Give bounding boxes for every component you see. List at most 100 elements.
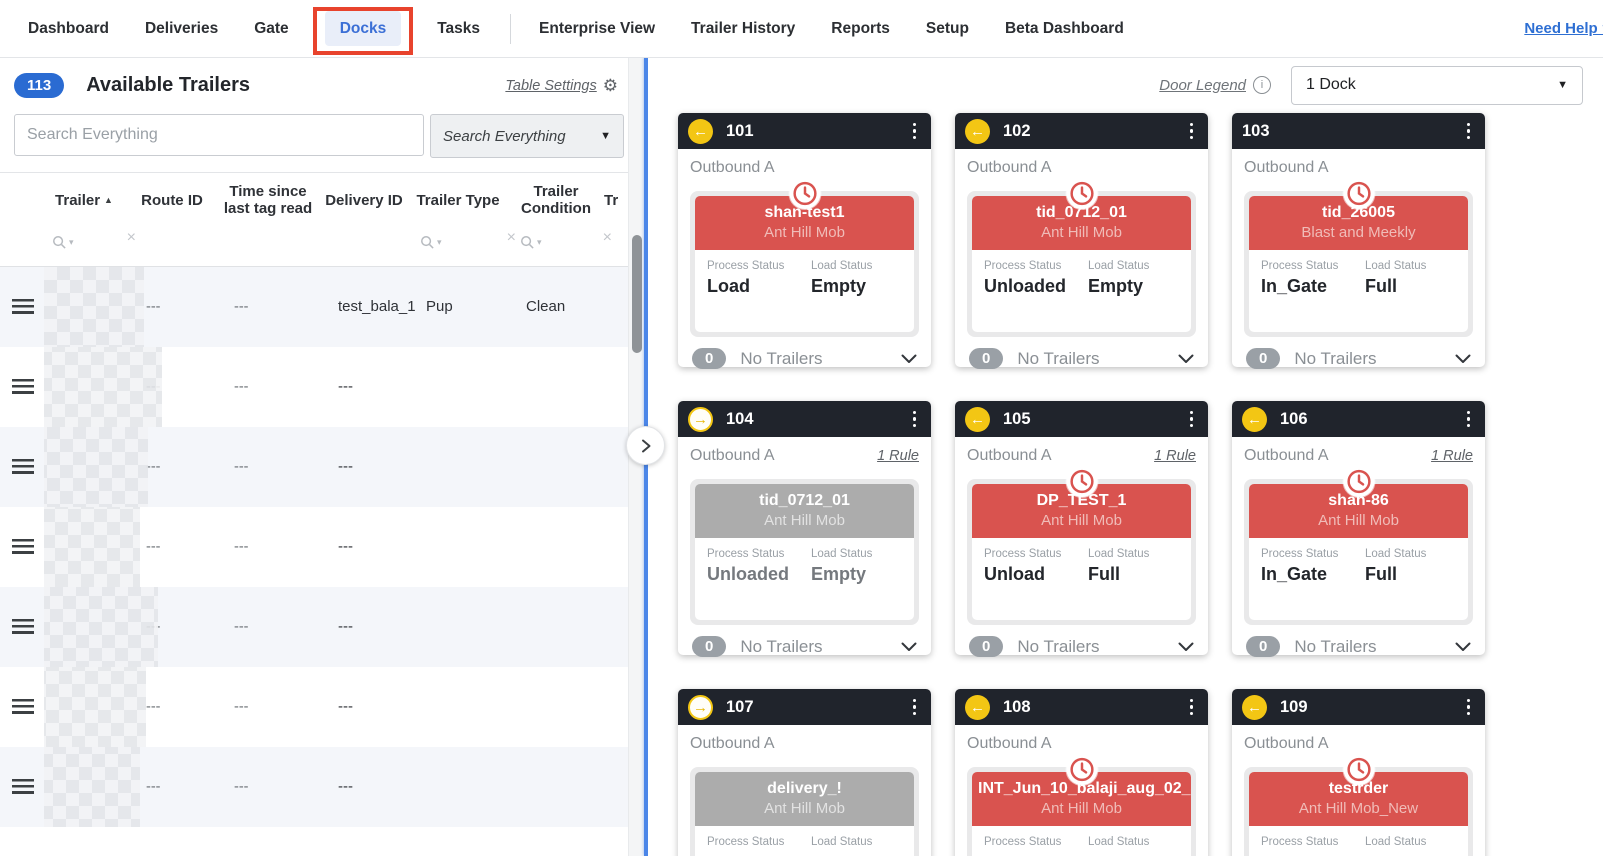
table-body: --- --- test_bala_1 Pup Clean --- --- --… [0,266,628,827]
trailer-slot[interactable]: testrder Ant Hill Mob_New Process Status… [1244,754,1473,856]
top-navigation: Dashboard Deliveries Gate Docks Tasks En… [0,0,1603,58]
nav-item-dashboard[interactable]: Dashboard [28,19,109,37]
search-scope-dropdown[interactable]: Search Everything ▼ [430,114,624,158]
dock-number: 103 [1242,121,1270,140]
kebab-menu-icon[interactable] [1464,408,1474,431]
load-status-value: Full [1364,564,1397,584]
redacted-trailer-id [44,746,140,827]
scrollbar-thumb[interactable] [632,235,642,353]
nav-item-reports[interactable]: Reports [831,19,890,37]
nav-item-beta-dashboard[interactable]: Beta Dashboard [1004,19,1124,37]
trailer-slot[interactable]: delivery_! Ant Hill Mob Process Status L… [690,767,919,856]
nav-item-enterprise-view[interactable]: Enterprise View [539,19,656,37]
drag-handle-icon[interactable] [12,459,34,474]
trailer-name: shan-86 [1328,492,1389,509]
column-header-trailer[interactable]: Trailer ▲ [55,191,113,209]
drag-handle-icon[interactable] [12,779,34,794]
kebab-menu-icon[interactable] [1464,120,1474,143]
column-header-route-id[interactable]: Route ID [141,191,203,209]
drag-handle-icon[interactable] [12,379,34,394]
chevron-down-icon[interactable] [901,642,917,652]
panel-header: 113 Available Trailers Table Settings ⚙ [0,57,628,98]
process-status-label: Process Status [1261,836,1339,848]
dock-card-header: 103 [1232,113,1485,149]
clear-filter-icon[interactable]: × [506,228,516,246]
column-header-trailer-condition[interactable]: Trailer Condition [521,183,591,218]
dock-number: 105 [1003,409,1031,428]
outbound-arrow-icon: → [688,694,713,720]
gear-icon[interactable]: ⚙ [602,75,618,95]
dock-card-body: Outbound A 1 Rule shan-86 Ant Hill Mob P… [1232,437,1485,667]
trailer-slot[interactable]: tid_0712_01 Ant Hill Mob Process Status … [690,479,919,625]
dock-filter-value: 1 Dock [1306,76,1356,93]
column-header-delivery-id[interactable]: Delivery ID [325,191,403,209]
nav-item-gate[interactable]: Gate [254,19,289,37]
nav-item-setup[interactable]: Setup [925,19,969,37]
kebab-menu-icon[interactable] [1187,696,1197,719]
expand-panel-button[interactable] [626,426,665,465]
route-id-cell: --- [146,698,161,715]
trailer-name: tid_0712_01 [759,492,850,509]
door-legend-link[interactable]: Door Legend i [1159,76,1271,94]
no-trailers-label: No Trailers [1294,636,1377,656]
no-trailers-label: No Trailers [1017,348,1100,368]
kebab-menu-icon[interactable] [1464,696,1474,719]
chevron-down-icon[interactable] [1178,642,1194,652]
trailer-slot[interactable]: shan-86 Ant Hill Mob Process Status In_G… [1244,466,1473,625]
kebab-menu-icon[interactable] [910,408,920,431]
time-since-cell: --- [234,458,249,475]
trailer-name: delivery_! [767,780,842,797]
drag-handle-icon[interactable] [12,539,34,554]
dock-rule-link[interactable]: 1 Rule [1431,448,1473,464]
table-row: --- --- --- [0,506,628,587]
clear-filter-icon[interactable]: × [602,228,612,246]
table-row: --- --- --- [0,666,628,747]
kebab-menu-icon[interactable] [910,696,920,719]
kebab-menu-icon[interactable] [910,120,920,143]
search-filter-icon[interactable]: ▾ [420,235,442,250]
trailer-slot[interactable]: DP_TEST_1 Ant Hill Mob Process Status Un… [967,466,1196,625]
process-status-label: Process Status [984,836,1062,848]
chevron-down-icon[interactable] [1178,354,1194,364]
dock-card-header: ← 105 [955,401,1208,437]
table-settings-link[interactable]: Table Settings [505,77,597,94]
nav-item-tasks[interactable]: Tasks [437,19,481,37]
process-status-value: In_Gate [1261,564,1328,584]
need-help-link[interactable]: Need Help ? [1524,20,1603,37]
search-filter-icon[interactable]: ▾ [520,235,542,250]
drag-handle-icon[interactable] [12,699,34,714]
trailer-banner: INT_Jun_10_balaji_aug_02_3 Ant Hill Mob [972,772,1191,826]
dock-card: ← 105 Outbound A 1 Rule DP_TEST_1 Ant Hi… [955,401,1208,657]
nav-item-trailer-history[interactable]: Trailer History [691,19,796,37]
nav-item-deliveries[interactable]: Deliveries [144,19,219,37]
dock-rule-link[interactable]: 1 Rule [877,448,919,464]
kebab-menu-icon[interactable] [1187,120,1197,143]
dock-card: ← 102 Outbound A tid_0712_01 Ant Hill Mo… [955,113,1208,369]
load-status-value: Empty [810,276,866,296]
drag-handle-icon[interactable] [12,619,34,634]
trailer-slot[interactable]: tid_0712_01 Ant Hill Mob Process Status … [967,178,1196,337]
column-header-trailer-type[interactable]: Trailer Type [416,191,500,209]
drag-handle-icon[interactable] [12,299,34,314]
info-icon[interactable]: i [1253,76,1271,94]
process-status-label: Process Status [1261,548,1339,560]
dock-card-header: ← 101 [678,113,931,149]
clear-filter-icon[interactable]: × [126,228,136,246]
dock-filter-dropdown[interactable]: 1 Dock ▼ [1291,65,1583,105]
nav-item-docks-active[interactable]: Docks [324,10,402,46]
chevron-down-icon[interactable] [1455,354,1471,364]
search-filter-icon[interactable]: ▾ [52,235,74,250]
search-input[interactable] [14,114,424,156]
trailer-slot[interactable]: shan-test1 Ant Hill Mob Process Status L… [690,178,919,337]
column-header-time-since[interactable]: Time since last tag read [223,183,313,218]
trailer-slot[interactable]: tid_26005 Blast and Meekly Process Statu… [1244,178,1473,337]
trailer-slot[interactable]: INT_Jun_10_balaji_aug_02_3 Ant Hill Mob … [967,754,1196,856]
dock-zone-label: Outbound A [1244,159,1329,176]
chevron-down-icon[interactable] [1455,642,1471,652]
clock-icon [789,178,820,209]
load-status-value: Full [1087,564,1120,584]
carrier-name: Ant Hill Mob [1318,512,1399,529]
dock-rule-link[interactable]: 1 Rule [1154,448,1196,464]
chevron-down-icon[interactable] [901,354,917,364]
kebab-menu-icon[interactable] [1187,408,1197,431]
